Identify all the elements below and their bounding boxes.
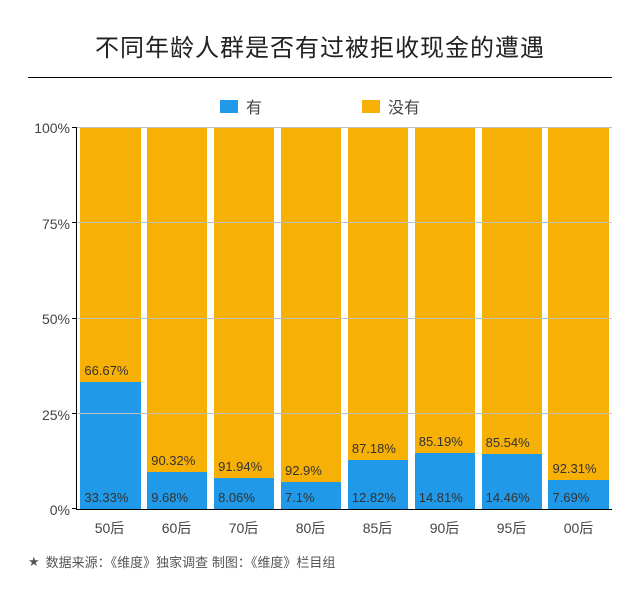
source-label: 数据来源：	[46, 555, 111, 570]
chart-area: 33.33% 66.67% 9.68% 90.32% 8.06% 91.94% 7.1% 92…	[76, 128, 612, 510]
bar-value-no: 92.31%	[552, 461, 596, 476]
bar-value-yes: 7.69%	[552, 490, 589, 505]
legend-label-yes: 有	[246, 94, 262, 118]
bar-segment-yes: 8.06%	[214, 478, 274, 509]
y-tick-mark	[72, 508, 77, 509]
bar-segment-yes: 14.81%	[415, 453, 475, 509]
bar: 7.1% 92.9%	[281, 128, 341, 509]
bar-segment-yes: 14.46%	[482, 454, 542, 509]
source-value: 《维度》独家调查	[111, 555, 209, 570]
legend-item-yes: 有	[220, 94, 262, 118]
bar-value-yes: 14.81%	[419, 490, 463, 505]
x-tick-label: 60后	[143, 514, 210, 538]
y-tick-label: 0%	[50, 502, 70, 518]
bar-value-no: 90.32%	[151, 453, 195, 468]
bar-segment-no: 92.9%	[281, 128, 341, 482]
x-tick-label: 95后	[478, 514, 545, 538]
bar-segment-yes: 9.68%	[147, 472, 207, 509]
y-tick-label: 50%	[42, 311, 70, 327]
x-tick-label: 90后	[411, 514, 478, 538]
legend: 有 没有	[28, 88, 612, 128]
bar-slot: 9.68% 90.32%	[144, 128, 211, 509]
bar-segment-yes: 7.1%	[281, 482, 341, 509]
bar-value-yes: 12.82%	[352, 490, 396, 505]
bar-value-yes: 9.68%	[151, 490, 188, 505]
bar-slot: 7.69% 92.31%	[545, 128, 612, 509]
bar: 7.69% 92.31%	[548, 128, 608, 509]
bar-value-no: 85.54%	[486, 435, 530, 450]
producer-value: 《维度》栏目组	[251, 555, 336, 570]
legend-label-no: 没有	[388, 94, 420, 118]
bar-slot: 14.81% 85.19%	[411, 128, 478, 509]
bar-value-no: 87.18%	[352, 441, 396, 456]
bar-slot: 7.1% 92.9%	[278, 128, 345, 509]
legend-swatch-yes	[220, 100, 238, 113]
bar-segment-yes: 7.69%	[548, 480, 608, 509]
y-axis: 0%25%50%75%100%	[28, 128, 76, 510]
y-tick-mark	[72, 127, 77, 128]
producer-label: 制图：	[212, 555, 251, 570]
x-axis-labels: 50后60后70后80后85后90后95后00后	[76, 514, 612, 538]
bar-value-yes: 14.46%	[486, 490, 530, 505]
y-tick-label: 100%	[34, 120, 70, 136]
bar-value-yes: 33.33%	[84, 490, 128, 505]
bar-segment-no: 66.67%	[80, 128, 140, 382]
bar-segment-yes: 12.82%	[348, 460, 408, 509]
bar-value-no: 66.67%	[84, 363, 128, 378]
y-tick-mark	[72, 222, 77, 223]
y-tick-mark	[72, 318, 77, 319]
bar-segment-no: 92.31%	[548, 128, 608, 480]
bar: 9.68% 90.32%	[147, 128, 207, 509]
bar-slot: 14.46% 85.54%	[478, 128, 545, 509]
chart-title: 不同年龄人群是否有过被拒收现金的遭遇	[28, 28, 612, 63]
grid-line	[77, 222, 612, 223]
bar-value-yes: 7.1%	[285, 490, 315, 505]
grid-line	[77, 413, 612, 414]
grid-line	[77, 318, 612, 319]
bar-slot: 12.82% 87.18%	[345, 128, 412, 509]
footer-source: ★ 数据来源：《维度》独家调查 制图：《维度》栏目组	[28, 552, 612, 571]
bar-slot: 33.33% 66.67%	[77, 128, 144, 509]
bar-segment-no: 85.54%	[482, 128, 542, 454]
x-tick-label: 70后	[210, 514, 277, 538]
legend-item-no: 没有	[362, 94, 420, 118]
bar: 8.06% 91.94%	[214, 128, 274, 509]
bar-segment-no: 91.94%	[214, 128, 274, 478]
x-tick-label: 80后	[277, 514, 344, 538]
bar-slot: 8.06% 91.94%	[211, 128, 278, 509]
bar-value-yes: 8.06%	[218, 490, 255, 505]
title-area: 不同年龄人群是否有过被拒收现金的遭遇	[28, 18, 612, 77]
y-tick-label: 75%	[42, 216, 70, 232]
legend-swatch-no	[362, 100, 380, 113]
bar-segment-yes: 33.33%	[80, 382, 140, 509]
bar: 14.46% 85.54%	[482, 128, 542, 509]
grid-line	[77, 127, 612, 128]
y-tick-mark	[72, 413, 77, 414]
x-tick-label: 85后	[344, 514, 411, 538]
bar-value-no: 91.94%	[218, 459, 262, 474]
chart-container: 不同年龄人群是否有过被拒收现金的遭遇 有 没有 0%25%50%75%100% …	[0, 0, 640, 593]
bars-group: 33.33% 66.67% 9.68% 90.32% 8.06% 91.94% 7.1% 92…	[77, 128, 612, 509]
plot-zone: 0%25%50%75%100% 33.33%66.67%9.68%90.32%8…	[28, 128, 612, 538]
bar-value-no: 85.19%	[419, 434, 463, 449]
bar-value-no: 92.9%	[285, 463, 322, 478]
bar: 33.33% 66.67%	[80, 128, 140, 509]
x-tick-label: 00后	[545, 514, 612, 538]
y-tick-label: 25%	[42, 407, 70, 423]
star-icon: ★	[28, 554, 40, 570]
x-tick-label: 50后	[76, 514, 143, 538]
bar-segment-no: 90.32%	[147, 128, 207, 472]
bar-segment-no: 85.19%	[415, 128, 475, 453]
footer-text: 数据来源：《维度》独家调查 制图：《维度》栏目组	[46, 552, 336, 571]
bar: 12.82% 87.18%	[348, 128, 408, 509]
title-underline	[28, 77, 612, 78]
bar: 14.81% 85.19%	[415, 128, 475, 509]
bar-segment-no: 87.18%	[348, 128, 408, 460]
